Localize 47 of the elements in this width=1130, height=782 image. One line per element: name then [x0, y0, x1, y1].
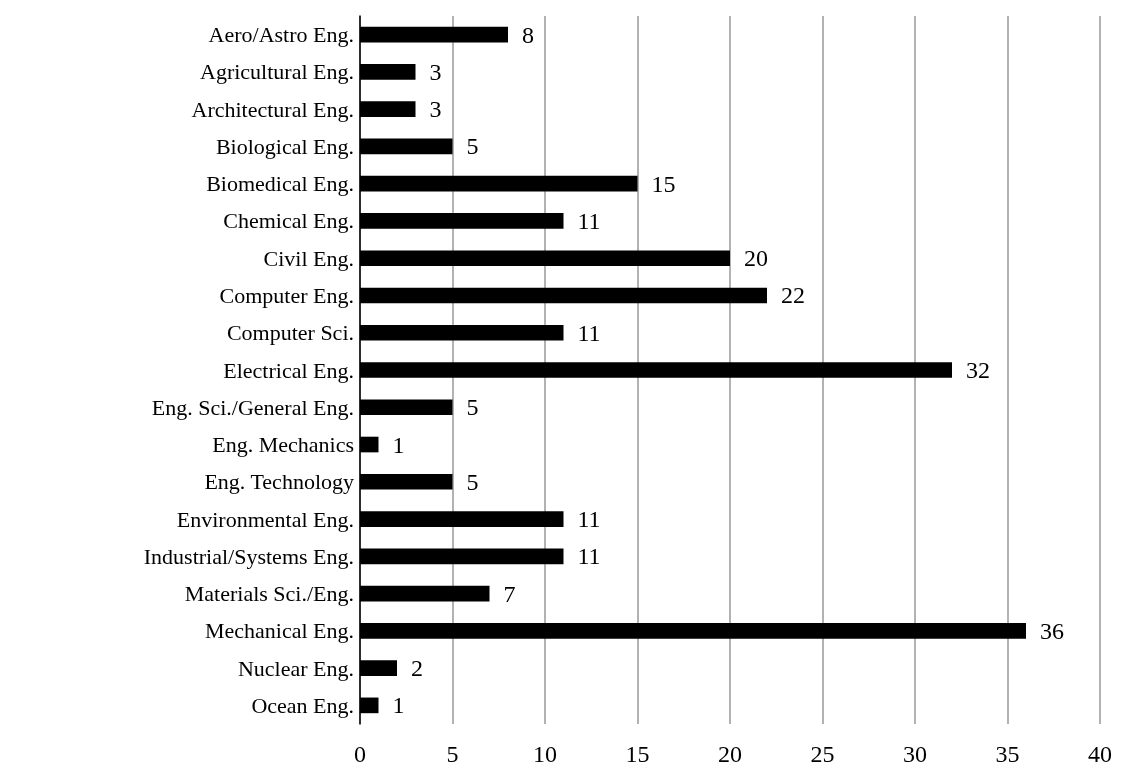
data-label: 5 [466, 133, 479, 160]
data-label: 2 [411, 655, 423, 682]
x-tick-label: 15 [625, 741, 650, 767]
y-tick-label: Ocean Eng. [251, 692, 354, 718]
y-tick-label: Civil Eng. [263, 245, 354, 271]
y-tick-label: Industrial/Systems Eng. [143, 543, 354, 569]
y-tick-label: Eng. Sci./General Eng. [151, 394, 354, 420]
data-label: 11 [577, 207, 601, 234]
y-tick-label: Computer Eng. [219, 282, 354, 308]
data-label: 8 [522, 21, 534, 48]
y-tick-label: Eng. Technology [204, 469, 354, 495]
data-label: 3 [429, 58, 442, 85]
data-label: 11 [577, 543, 601, 570]
data-label: 5 [466, 468, 479, 495]
y-tick-label: Environmental Eng. [176, 506, 354, 532]
x-tick-label: 40 [1088, 741, 1112, 767]
data-label: 1 [392, 431, 405, 458]
y-tick-label: Materials Sci./Eng. [184, 581, 354, 607]
x-tick-label: 5 [446, 741, 459, 767]
x-tick-label: 35 [995, 741, 1020, 767]
data-label: 15 [651, 170, 676, 197]
x-tick-label: 20 [718, 741, 742, 767]
y-tick-label: Nuclear Eng. [237, 655, 354, 681]
y-tick-label: Architectural Eng. [191, 96, 354, 122]
data-label: 7 [503, 580, 516, 607]
x-tick-label: 25 [810, 741, 835, 767]
y-tick-label: Electrical Eng. [223, 357, 354, 383]
y-tick-label: Agricultural Eng. [200, 59, 354, 85]
data-label: 32 [966, 357, 990, 383]
data-label: 11 [577, 506, 601, 533]
y-tick-label: Aero/Astro Eng. [208, 22, 354, 48]
data-label: 3 [429, 96, 442, 123]
data-label: 22 [781, 282, 805, 309]
data-label: 20 [744, 245, 768, 272]
y-tick-label: Biomedical Eng. [206, 171, 354, 197]
data-label: 36 [1040, 617, 1064, 644]
y-tick-label: Biological Eng. [215, 133, 354, 159]
y-tick-label: Computer Sci. [226, 320, 354, 346]
y-tick-label: Eng. Mechanics [212, 432, 354, 458]
y-tick-label: Mechanical Eng. [204, 618, 354, 644]
data-label: 5 [466, 394, 479, 421]
x-tick-label: 30 [903, 741, 927, 767]
data-label: 11 [577, 319, 601, 346]
y-tick-label: Chemical Eng. [223, 208, 354, 234]
data-label: 1 [392, 692, 405, 719]
x-tick-label: 10 [533, 741, 557, 767]
x-tick-label: 0 [354, 741, 366, 767]
